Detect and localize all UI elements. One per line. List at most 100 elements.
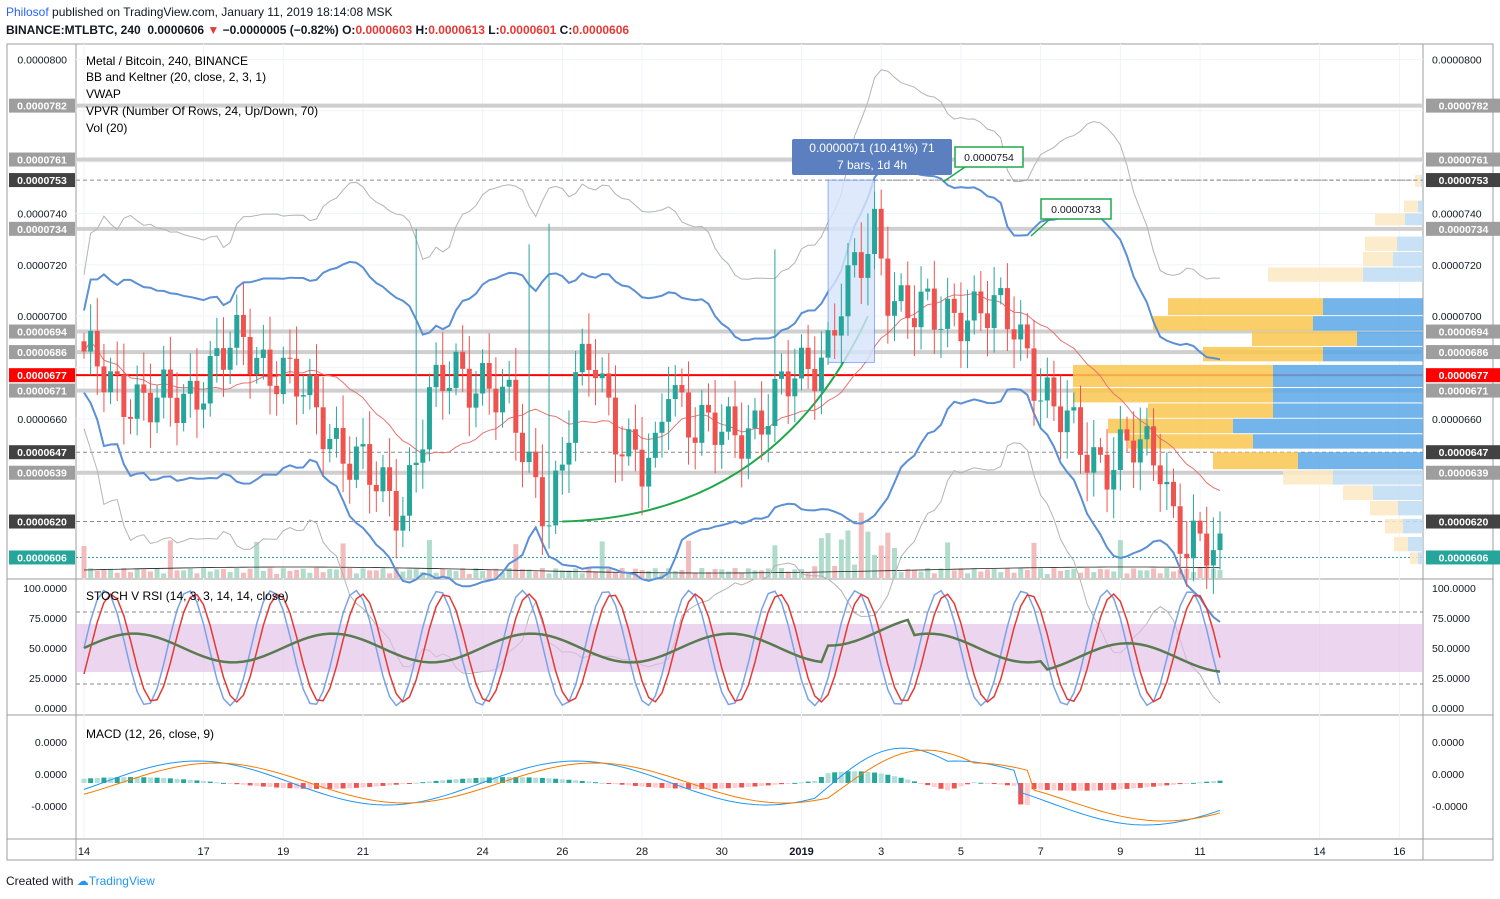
candle-body-65: [513, 379, 519, 433]
volume-bar-14: [174, 570, 180, 578]
badge-text-left-6: 0.0000677: [17, 370, 67, 382]
volume-bar-130: [945, 542, 951, 578]
macd-hist-168: [1197, 782, 1203, 784]
macd-hist-141: [1018, 783, 1024, 805]
volume-bar-163: [1164, 568, 1170, 578]
badge-text-left-0: 0.0000782: [17, 101, 67, 113]
keltner-upper: [83, 69, 1221, 280]
macd-hist-14: [174, 778, 180, 783]
badge-left-8: [9, 445, 75, 460]
macd-hist-1: [88, 778, 94, 783]
macd-hist-166: [1184, 783, 1190, 784]
macd-hist-68: [533, 777, 539, 783]
volume-bar-136: [984, 569, 990, 578]
candle-body-18: [201, 403, 207, 410]
vpvr-up-20: [1394, 536, 1408, 552]
candle-body-26: [254, 357, 260, 375]
candle-body-100: [745, 428, 751, 459]
candle-body-136: [984, 313, 990, 329]
macd-hist-70: [546, 778, 552, 783]
macd-hist-132: [958, 783, 964, 787]
candle-body-115: [845, 265, 851, 317]
high-value: 0.0000613: [428, 23, 485, 37]
volume-bar-13: [167, 540, 173, 578]
macd-hist-43: [367, 783, 373, 787]
macd-hist-134: [971, 782, 977, 784]
vpvr-down-19: [1403, 518, 1423, 534]
candle-body-33: [300, 395, 306, 397]
x-label-6: 28: [636, 846, 648, 858]
candle-body-13: [167, 369, 173, 398]
parabolic-curve: [562, 315, 869, 523]
volume-bar-59: [473, 568, 479, 578]
badge-left-0: [9, 98, 75, 113]
macd-hist-156: [1117, 783, 1123, 790]
macd-hist-27: [260, 783, 266, 787]
candle-body-89: [672, 385, 678, 400]
x-label-15: 16: [1393, 846, 1405, 858]
volume-bar-45: [380, 568, 386, 578]
legend-vpvr: VPVR (Number Of Rows, 24, Up/Down, 70): [86, 104, 318, 118]
macd-hist-82: [626, 783, 632, 786]
vpvr-down-2: [1405, 213, 1423, 226]
candle-body-155: [1111, 469, 1117, 490]
candle-body-12: [161, 369, 167, 398]
macd-hist-97: [725, 783, 731, 789]
stoch-tick-left-0: 100.0000: [23, 583, 67, 595]
candle-body-93: [699, 404, 705, 443]
candle-body-132: [958, 312, 964, 342]
candle-body-5: [114, 371, 120, 376]
bollinger-upper: [83, 167, 1221, 361]
candle-body-165: [1177, 506, 1183, 554]
volume-bar-125: [911, 569, 917, 578]
badge-right-10: [1426, 514, 1500, 529]
callout-2-box: [1040, 198, 1112, 220]
candle-body-81: [619, 454, 625, 457]
candle-body-45: [380, 467, 386, 492]
candle-body-27: [260, 349, 266, 358]
candle-body-138: [998, 288, 1004, 296]
candle-body-147: [1058, 406, 1064, 433]
volume-bar-104: [772, 545, 778, 578]
author-link[interactable]: Philosof: [6, 5, 49, 19]
price-tick-right-2: 0.0000720: [1432, 260, 1482, 272]
badge-left-3: [9, 221, 75, 236]
macd-hist-3: [101, 777, 107, 783]
badge-right-4: [1426, 324, 1500, 339]
macd-tick-right-0: 0.0000: [1432, 737, 1464, 749]
candle-body-16: [187, 380, 193, 394]
candle-body-36: [320, 407, 326, 450]
macd-hist-169: [1204, 781, 1210, 783]
x-label-5: 26: [556, 846, 568, 858]
macd-hist-34: [307, 783, 313, 789]
volume-bar-103: [765, 568, 771, 578]
volume-bar-52: [426, 540, 432, 578]
candle-body-97: [725, 406, 731, 432]
candle-body-139: [1004, 288, 1010, 330]
volume-bar-31: [287, 570, 293, 578]
volume-bar-135: [978, 571, 984, 578]
candle-body-50: [413, 462, 419, 466]
badge-text-right-5: 0.0000686: [1439, 347, 1489, 359]
vpvr-down-13: [1233, 418, 1423, 434]
volume-bar-29: [274, 573, 280, 578]
volume-bars: [81, 512, 1223, 578]
candle-body-126: [918, 291, 924, 328]
macd-hist-30: [280, 783, 286, 788]
candle-body-166: [1184, 553, 1190, 559]
volume-bar-101: [752, 570, 758, 578]
price-tick-left-0: 0.0000800: [17, 54, 67, 66]
candle-body-30: [280, 357, 286, 395]
candle-body-85: [646, 457, 652, 487]
macd-hist-65: [513, 777, 519, 783]
candle-body-121: [885, 258, 891, 316]
tradingview-link[interactable]: TradingView: [88, 874, 155, 888]
candle-body-31: [287, 357, 293, 359]
volume-bar-120: [878, 545, 884, 578]
volume-bar-21: [221, 569, 227, 578]
volume-bar-132: [958, 568, 964, 578]
candle-body-70: [546, 525, 552, 527]
macd-hist-50: [413, 782, 419, 784]
candle-body-53: [433, 364, 439, 388]
